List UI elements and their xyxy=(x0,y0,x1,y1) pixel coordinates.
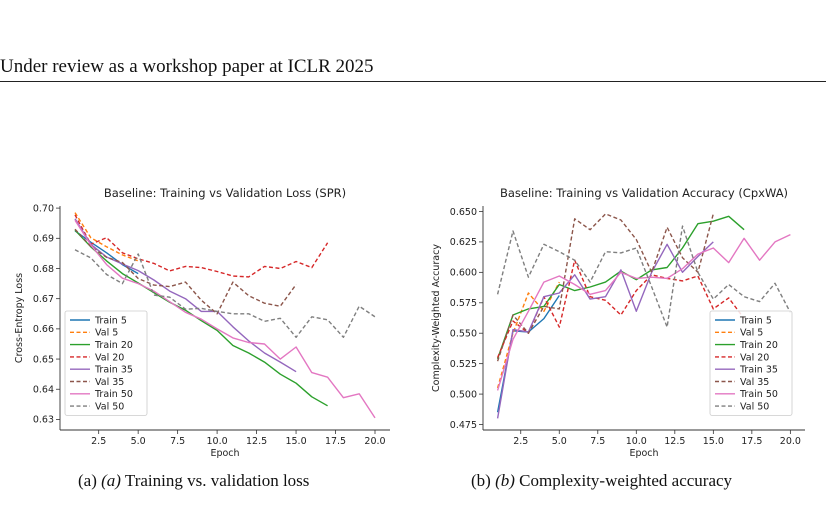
y-tick-label: 0.525 xyxy=(450,359,477,370)
series-line xyxy=(74,229,328,407)
x-tick-label: 2.5 xyxy=(91,436,106,447)
series-line xyxy=(496,233,791,391)
legend-label: Train 50 xyxy=(739,389,778,400)
y-tick-label: 0.625 xyxy=(450,237,477,248)
legend-label: Val 50 xyxy=(740,402,769,413)
legend-box xyxy=(709,310,793,416)
caption-b-text: Complexity-weighted accuracy xyxy=(519,471,733,490)
legend-label: Train 50 xyxy=(94,389,133,400)
legend-label: Train 20 xyxy=(94,340,133,351)
x-tick-label: 20.0 xyxy=(364,436,385,447)
running-header: Under review as a workshop paper at ICLR… xyxy=(0,56,374,77)
series-line xyxy=(74,219,376,419)
caption-a-italic: (a) xyxy=(101,471,121,490)
x-tick-label: 2.5 xyxy=(513,436,528,447)
x-tick-label: 10.0 xyxy=(207,436,228,447)
accuracy-chart: Baseline: Training vs Validation Accurac… xyxy=(431,186,805,459)
y-tick-label: 0.66 xyxy=(33,324,54,335)
x-tick-label: 12.5 xyxy=(664,436,685,447)
legend-label: Val 5 xyxy=(95,328,118,339)
series-line xyxy=(496,213,714,362)
caption-a-text: Training vs. validation loss xyxy=(124,471,310,490)
series-line xyxy=(74,212,139,262)
x-tick-label: 5.0 xyxy=(131,436,146,447)
legend-label: Train 35 xyxy=(739,365,778,376)
x-axis-label: Epoch xyxy=(210,448,239,459)
legend-box xyxy=(64,310,148,416)
y-axis-label: Cross-Entropy Loss xyxy=(14,273,25,363)
header-rule xyxy=(0,81,826,82)
legend-label: Train 5 xyxy=(94,315,127,326)
y-tick-label: 0.63 xyxy=(33,415,54,426)
series-line xyxy=(496,241,714,419)
legend-label: Val 20 xyxy=(95,352,124,363)
y-tick-label: 0.70 xyxy=(33,203,54,214)
series-line xyxy=(496,225,792,328)
y-tick-label: 0.600 xyxy=(450,268,477,279)
y-tick-label: 0.68 xyxy=(33,264,54,275)
caption-a-prefix: (a) xyxy=(78,471,97,490)
y-tick-label: 0.650 xyxy=(450,207,477,218)
caption-b-italic: (b) xyxy=(495,471,515,490)
y-tick-label: 0.69 xyxy=(33,234,54,245)
series-line xyxy=(74,214,329,278)
series-line xyxy=(496,215,745,360)
series-line xyxy=(74,228,297,315)
legend-label: Val 50 xyxy=(95,402,124,413)
loss-chart: Baseline: Training vs Validation Loss (S… xyxy=(14,186,390,459)
caption-b-prefix: (b) xyxy=(471,471,491,490)
legend-label: Val 5 xyxy=(740,328,763,339)
x-tick-label: 17.5 xyxy=(325,436,346,447)
x-tick-label: 12.5 xyxy=(246,436,267,447)
legend-label: Val 35 xyxy=(740,377,769,388)
y-tick-label: 0.67 xyxy=(33,294,54,305)
series-line xyxy=(74,249,376,339)
y-tick-label: 0.575 xyxy=(450,298,477,309)
x-axis-label: Epoch xyxy=(629,448,658,459)
chart-title: Baseline: Training vs Validation Loss (S… xyxy=(104,186,346,200)
x-tick-label: 7.5 xyxy=(170,436,185,447)
legend-label: Val 20 xyxy=(740,352,769,363)
caption-b: (b) (b) Complexity-weighted accuracy xyxy=(471,471,732,491)
chart-title: Baseline: Training vs Validation Accurac… xyxy=(500,186,788,200)
legend-label: Train 20 xyxy=(739,340,778,351)
legend-label: Train 35 xyxy=(94,365,133,376)
y-tick-label: 0.64 xyxy=(33,385,54,396)
x-tick-label: 7.5 xyxy=(590,436,605,447)
x-tick-label: 20.0 xyxy=(780,436,801,447)
x-tick-label: 5.0 xyxy=(552,436,567,447)
y-tick-label: 0.500 xyxy=(450,389,477,400)
y-tick-label: 0.550 xyxy=(450,329,477,340)
y-tick-label: 0.475 xyxy=(450,420,477,431)
series-line xyxy=(496,259,745,358)
x-tick-label: 10.0 xyxy=(626,436,647,447)
legend-label: Train 5 xyxy=(739,315,772,326)
legend-label: Val 35 xyxy=(95,377,124,388)
x-tick-label: 15.0 xyxy=(285,436,306,447)
caption-a: (a) (a) Training vs. validation loss xyxy=(78,471,309,491)
y-axis-label: Complexity-Weighted Accuracy xyxy=(431,244,442,392)
x-tick-label: 17.5 xyxy=(741,436,762,447)
x-tick-label: 15.0 xyxy=(703,436,724,447)
series-line xyxy=(496,281,560,389)
y-tick-label: 0.65 xyxy=(33,354,54,365)
